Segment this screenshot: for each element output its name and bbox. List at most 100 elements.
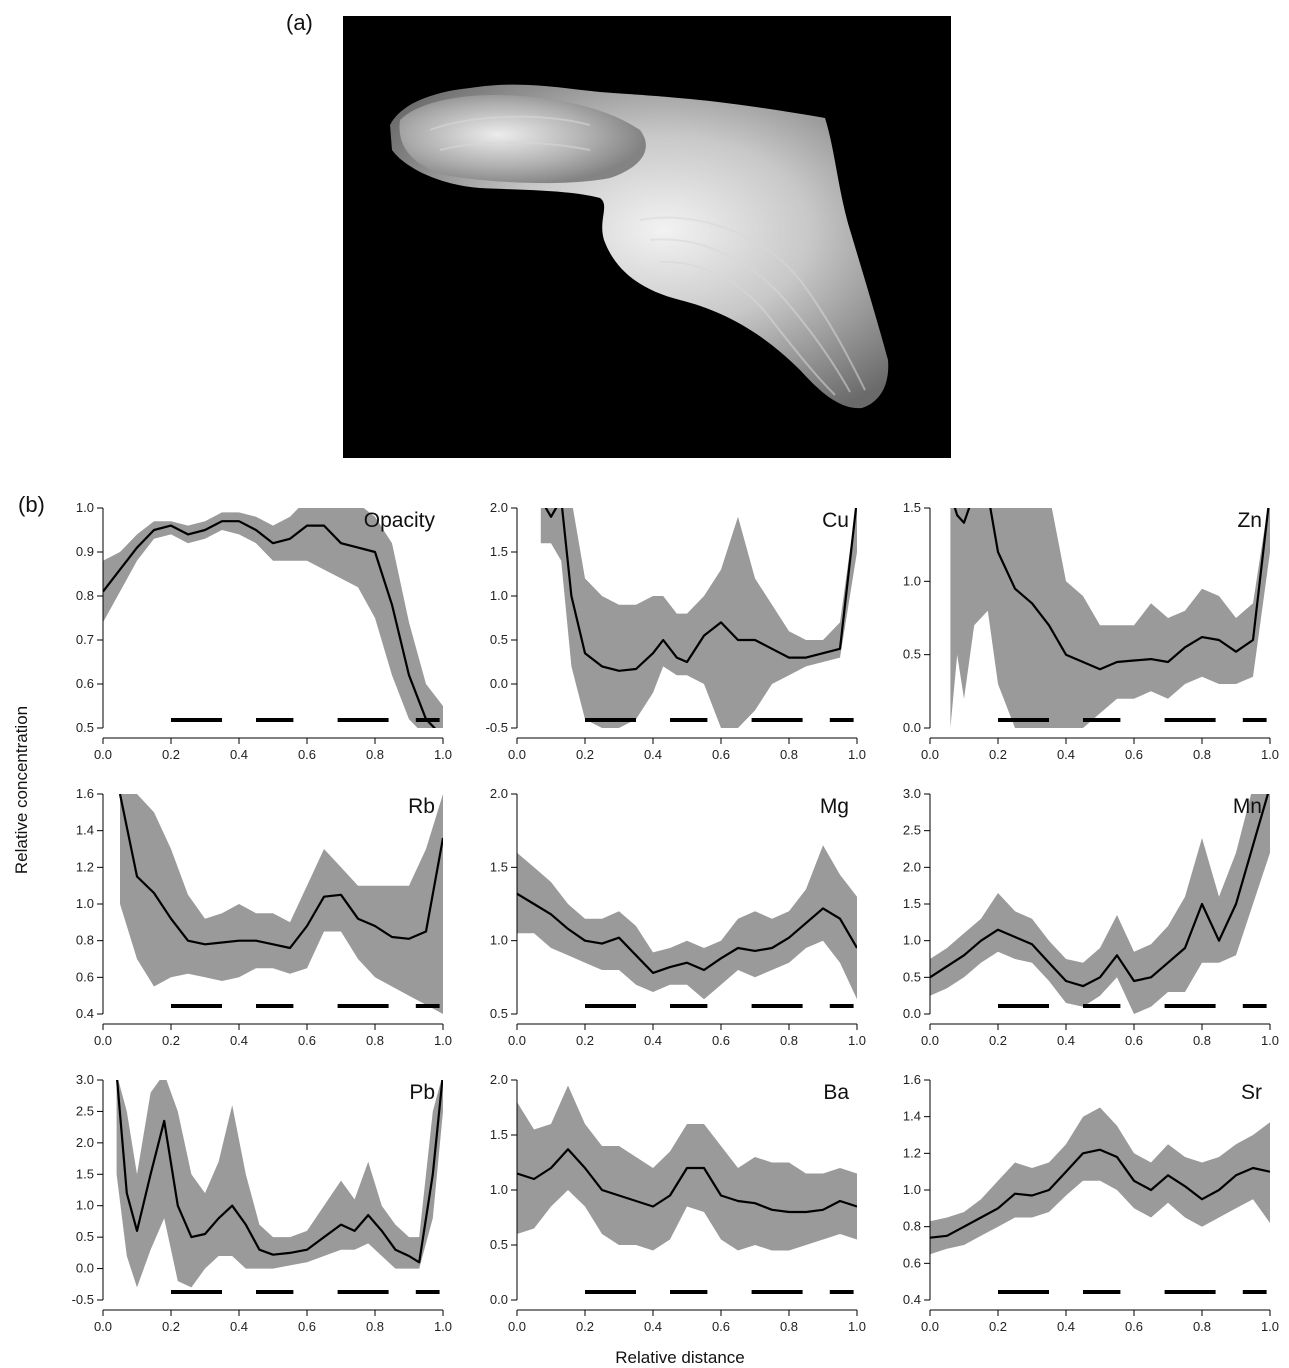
y-tick-label: 2.0 <box>903 859 921 874</box>
x-tick-label: 0.8 <box>780 1033 798 1048</box>
y-tick-label: 0.0 <box>490 1292 508 1307</box>
x-tick-label: 0.0 <box>921 747 939 762</box>
confidence-band <box>116 1080 443 1288</box>
y-tick-label: 0.5 <box>903 647 921 662</box>
y-tick-label: -0.5 <box>486 720 508 735</box>
mean-line <box>544 508 857 672</box>
otolith-lobe <box>399 95 646 184</box>
x-tick-label: 0.2 <box>162 1319 180 1334</box>
x-tick-label: 0.4 <box>230 1033 248 1048</box>
x-tick-label: 0.2 <box>576 1033 594 1048</box>
panel-title: Mn <box>1233 795 1262 818</box>
y-tick-label: 1.5 <box>490 544 508 559</box>
chart-panel-cu: -0.50.00.51.01.52.00.0 0.2 0.4 0.6 0.8 1.0Cu <box>486 500 866 762</box>
x-tick-label: 1.0 <box>1261 1033 1279 1048</box>
x-tick-label: 0.2 <box>989 1033 1007 1048</box>
x-tick-label: 0.8 <box>1193 1033 1211 1048</box>
y-tick-label: 1.4 <box>76 823 94 838</box>
mean-line <box>517 1148 857 1214</box>
y-tick-label: 1.0 <box>76 896 94 911</box>
mean-line <box>103 520 437 728</box>
y-tick-label: 0.0 <box>490 676 508 691</box>
y-tick-label: 1.6 <box>76 786 94 801</box>
y-tick-label: -0.5 <box>72 1292 94 1307</box>
x-tick-label: 0.4 <box>1057 1319 1075 1334</box>
x-tick-label: 0.0 <box>94 747 112 762</box>
panel-grid: 0.5 0.6 0.7 0.8 0.9 1.0 0.0 0.2 0.4 0.6 0.8 1.0 Opac… <box>72 500 1279 1334</box>
y-tick-label: 1.6 <box>903 1072 921 1087</box>
y-tick-label: 0.5 <box>76 720 94 735</box>
y-tick-label: 0.5 <box>490 1006 508 1021</box>
y-tick-label: 0.7 <box>76 632 94 647</box>
panel-title: Mg <box>820 795 849 818</box>
confidence-band <box>540 508 857 728</box>
x-tick-label: 0.8 <box>366 1033 384 1048</box>
panel-title: Opacity <box>364 509 436 532</box>
x-tick-label: 0.8 <box>366 747 384 762</box>
mean-line <box>118 794 443 950</box>
x-tick-label: 0.4 <box>1057 747 1075 762</box>
y-tick-label: 1.0 <box>903 1182 921 1197</box>
mean-line <box>930 1148 1270 1239</box>
x-tick-label: 0.0 <box>508 747 526 762</box>
confidence-band <box>950 508 1270 728</box>
mean-line <box>953 508 1270 671</box>
x-tick-label: 0.0 <box>921 1319 939 1334</box>
x-tick-label: 0.8 <box>780 1319 798 1334</box>
y-tick-label: 1.0 <box>903 573 921 588</box>
y-tick-label: 3.0 <box>903 786 921 801</box>
y-tick-label: 1.2 <box>903 1145 921 1160</box>
x-tick-label: 0.0 <box>508 1319 526 1334</box>
x-tick-label: 0.0 <box>94 1033 112 1048</box>
x-tick-label: 0.8 <box>1193 747 1211 762</box>
y-tick-label: 2.0 <box>490 1072 508 1087</box>
chart-panel-zn: 0.0 0.5 1.0 1.5 0.0 0.2 0.4 0.6 0.8 1.0 Zn <box>903 500 1279 762</box>
x-tick-label: 0.4 <box>230 1319 248 1334</box>
x-tick-label: 0.6 <box>712 1319 730 1334</box>
y-tick-label: 1.0 <box>903 933 921 948</box>
x-tick-label: 0.2 <box>989 747 1007 762</box>
x-tick-label: 0.6 <box>298 1033 316 1048</box>
y-tick-label: 0.5 <box>903 969 921 984</box>
y-tick-label: 1.5 <box>76 1166 94 1181</box>
x-axis-title: Relative distance <box>615 1348 744 1367</box>
y-tick-label: 1.0 <box>76 500 94 515</box>
y-tick-label: 2.0 <box>490 786 508 801</box>
panel-title: Ba <box>823 1081 849 1104</box>
panel-title: Rb <box>408 795 435 818</box>
x-tick-label: 0.0 <box>921 1033 939 1048</box>
x-tick-label: 1.0 <box>848 1033 866 1048</box>
x-tick-label: 0.2 <box>576 747 594 762</box>
mean-line <box>930 794 1270 988</box>
x-tick-label: 0.4 <box>644 1319 662 1334</box>
x-tick-label: 0.4 <box>644 747 662 762</box>
mean-line <box>116 1080 443 1264</box>
confidence-band <box>930 1107 1270 1255</box>
y-tick-label: 2.5 <box>903 823 921 838</box>
y-tick-label: 1.5 <box>903 500 921 515</box>
mean-line <box>517 892 857 974</box>
y-tick-label: 0.0 <box>76 1261 94 1276</box>
y-tick-label: 2.0 <box>76 1135 94 1150</box>
panel-title: Sr <box>1241 1081 1262 1104</box>
y-tick-label: 1.5 <box>490 1127 508 1142</box>
panel-title: Pb <box>409 1081 435 1104</box>
x-tick-label: 1.0 <box>434 1319 452 1334</box>
panel-label-a: (a) <box>286 10 313 35</box>
x-tick-label: 0.4 <box>1057 1033 1075 1048</box>
y-tick-label: 0.8 <box>76 933 94 948</box>
panel-label-b: (b) <box>18 492 45 517</box>
x-tick-label: 0.8 <box>366 1319 384 1334</box>
y-tick-label: 0.5 <box>490 1237 508 1252</box>
y-tick-label: 0.0 <box>903 720 921 735</box>
y-tick-label: 0.5 <box>490 632 508 647</box>
y-tick-label: 2.5 <box>76 1103 94 1118</box>
chart-panel-ba: 0.0 0.5 1.0 1.5 2.0 0.0 0.2 0.4 0.6 0.8 1.0 Ba <box>490 1072 866 1334</box>
x-tick-label: 0.6 <box>1125 747 1143 762</box>
y-tick-label: 1.4 <box>903 1109 921 1124</box>
x-tick-label: 1.0 <box>1261 747 1279 762</box>
y-tick-label: 1.0 <box>76 1198 94 1213</box>
x-tick-label: 1.0 <box>848 747 866 762</box>
y-tick-label: 0.5 <box>76 1229 94 1244</box>
